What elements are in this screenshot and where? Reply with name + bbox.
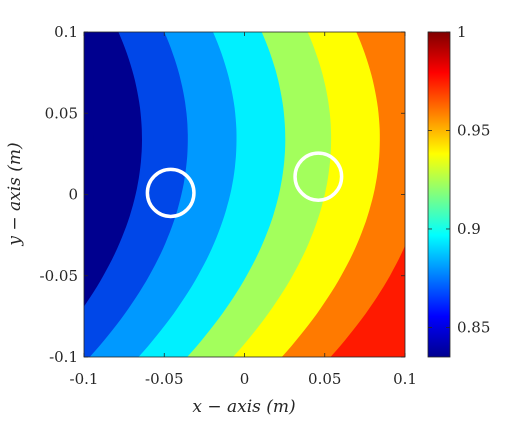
y-tick-label: 0 [68, 186, 78, 204]
y-tick-label: 0.05 [45, 104, 78, 122]
y-tick-label: -0.1 [49, 348, 78, 366]
colorbar: 0.85 0.9 0.95 1 [428, 23, 490, 357]
x-tick-label: 0.1 [393, 370, 417, 388]
y-axis-label: y − axis (m) [5, 142, 25, 246]
x-axis-label: x − axis (m) [192, 397, 295, 417]
y-tick-label: 0.1 [54, 23, 78, 41]
colorbar-gradient [428, 32, 450, 357]
x-tick-label: 0 [240, 370, 250, 388]
colorbar-tick-label: 1 [457, 23, 467, 41]
colorbar-tick-label: 0.85 [457, 318, 490, 336]
x-tick-label: -0.1 [70, 370, 99, 388]
colorbar-tick-label: 0.95 [457, 121, 490, 139]
y-tick-label: -0.05 [40, 267, 78, 285]
x-tick-label: -0.05 [145, 370, 183, 388]
x-tick-label: 0.05 [308, 370, 341, 388]
colorbar-tick-label: 0.9 [457, 220, 481, 238]
